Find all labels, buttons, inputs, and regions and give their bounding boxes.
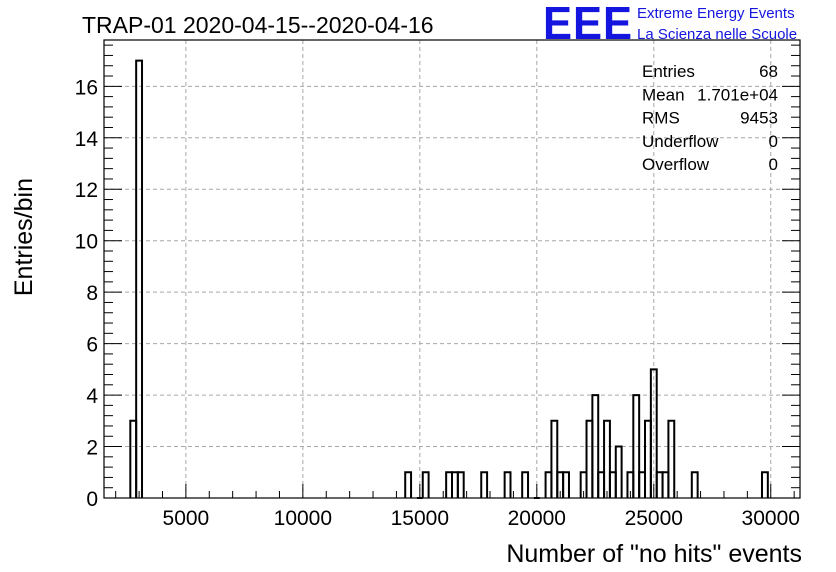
stats-label: Underflow	[642, 132, 719, 151]
y-axis-label: Entries/bin	[10, 178, 38, 296]
histogram-bin	[421, 471, 430, 498]
histogram-bin	[667, 419, 676, 498]
y-tick-label: 14	[75, 128, 99, 151]
y-tick-label: 16	[75, 76, 98, 99]
histogram-bin	[562, 471, 570, 498]
histogram-bin	[632, 394, 641, 498]
stats-value: 68	[759, 62, 778, 81]
x-tick-label: 25000	[625, 507, 683, 530]
histogram-bin	[690, 471, 699, 498]
y-tick-label: 6	[86, 334, 98, 357]
stats-label: Entries	[642, 62, 695, 81]
chart-title: TRAP-01 2020-04-15--2020-04-16	[82, 12, 434, 38]
y-tick-label: 8	[86, 282, 98, 305]
histogram-bin	[521, 471, 530, 498]
y-tick-label: 12	[75, 179, 98, 202]
histogram-bin	[649, 368, 658, 498]
stats-box: Entries 68 Mean 1.701e+04 RMS 9453 Underflow 0 O…	[642, 62, 778, 174]
histogram-bin	[614, 445, 623, 498]
logo-line-1: Extreme Energy Events	[637, 5, 795, 22]
grid-lines	[104, 40, 800, 498]
stats-label: RMS	[642, 109, 680, 128]
histogram-bin	[135, 59, 144, 498]
histogram-bin	[760, 471, 769, 498]
histogram-bin	[603, 419, 611, 498]
x-tick-label: 10000	[274, 507, 332, 530]
eee-logo: EEE Extreme Energy Events La Scienza nel…	[543, 0, 797, 49]
stats-label: Overflow	[642, 155, 710, 174]
histogram-bin	[480, 471, 489, 498]
stats-label: Mean	[642, 85, 685, 104]
x-tick-label: 20000	[508, 507, 566, 530]
histogram-bars	[129, 59, 769, 499]
y-tick-label: 4	[86, 385, 98, 408]
histogram-bin	[404, 471, 413, 498]
stats-value: 0	[769, 132, 778, 151]
histogram-bin	[503, 471, 512, 498]
histogram-bin	[591, 394, 600, 498]
axis-ticks	[104, 44, 800, 499]
eee-logo-mark: EEE	[543, 0, 633, 49]
histogram-bin	[456, 471, 465, 498]
stats-value: 9453	[740, 109, 778, 128]
x-tick-label: 5000	[163, 507, 210, 530]
stats-value: 1.701e+04	[697, 85, 778, 104]
y-tick-label: 2	[86, 437, 98, 460]
histogram-bin	[550, 419, 559, 498]
tick-labels: 5000 10000 15000 20000 25000 30000 0 2 4 6 8 10 12 14…	[75, 76, 800, 530]
stats-value: 0	[769, 155, 778, 174]
x-axis-label: Number of "no hits" events	[506, 540, 802, 568]
y-tick-label: 0	[86, 488, 98, 511]
plot-frame	[103, 39, 801, 499]
logo-line-2: La Scienza nelle Scuole	[637, 26, 797, 43]
y-tick-label: 10	[75, 231, 98, 254]
x-tick-label: 15000	[391, 507, 449, 530]
x-tick-label: 30000	[742, 507, 800, 530]
